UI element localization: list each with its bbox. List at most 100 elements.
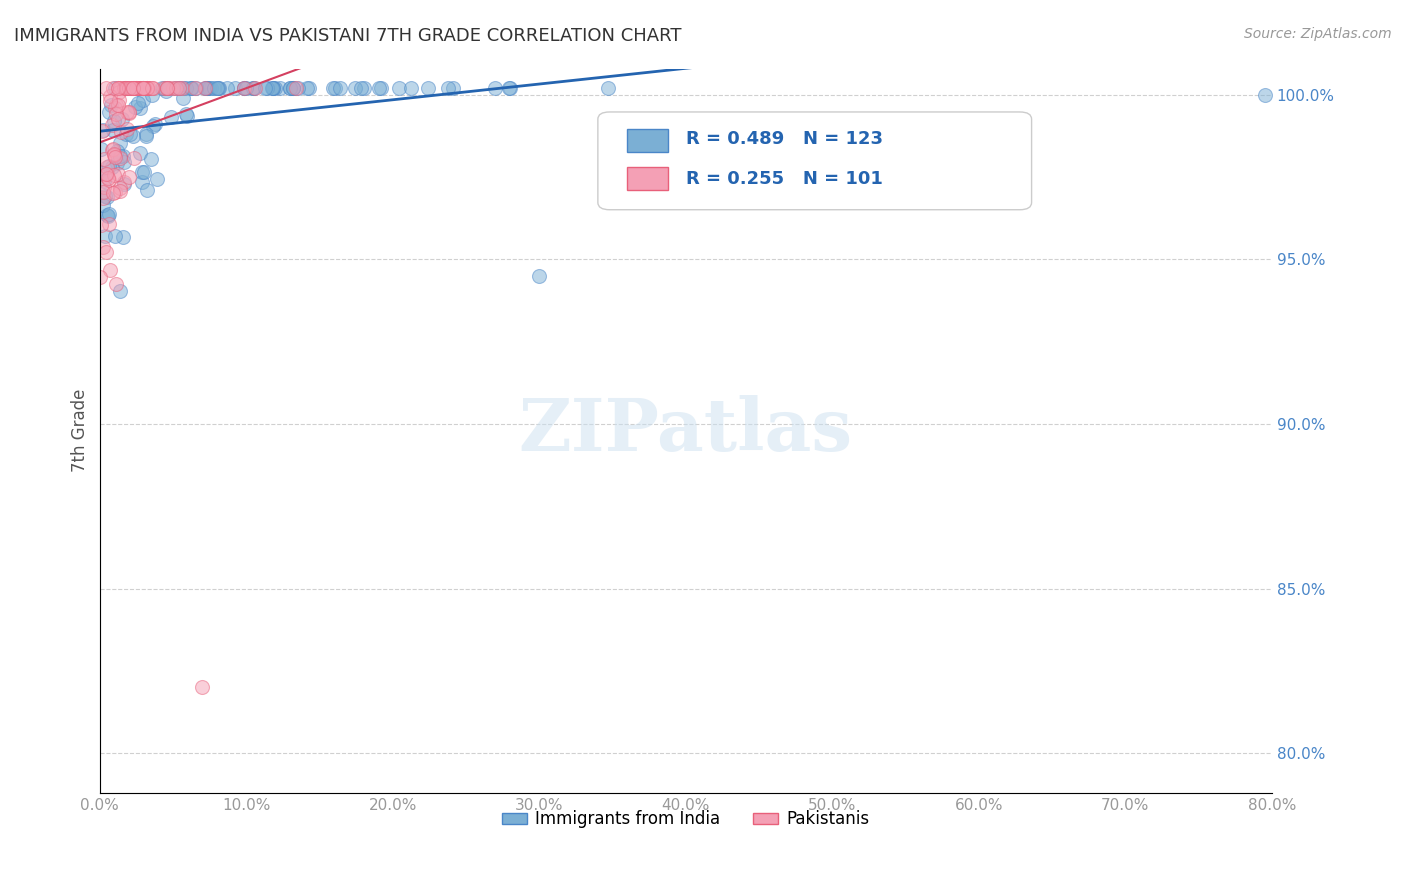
Pakistanis xyxy=(101,186,124,200)
Pakistanis xyxy=(104,150,127,164)
Immigrants from India xyxy=(132,94,155,108)
Immigrants from India xyxy=(399,81,422,95)
Immigrants from India xyxy=(101,123,124,137)
Immigrants from India xyxy=(128,81,150,95)
Pakistanis xyxy=(162,81,184,95)
Immigrants from India xyxy=(105,155,128,169)
Pakistanis xyxy=(243,81,266,95)
Immigrants from India xyxy=(150,81,173,95)
Immigrants from India xyxy=(108,136,131,150)
Pakistanis xyxy=(124,81,146,95)
Immigrants from India xyxy=(529,268,551,283)
Immigrants from India xyxy=(283,81,305,95)
Pakistanis xyxy=(110,181,132,195)
Immigrants from India xyxy=(200,81,222,95)
Pakistanis xyxy=(98,89,121,103)
Immigrants from India xyxy=(98,207,121,221)
Text: R = 0.489   N = 123: R = 0.489 N = 123 xyxy=(686,130,883,148)
Immigrants from India xyxy=(253,81,276,95)
Pakistanis xyxy=(96,167,118,181)
Immigrants from India xyxy=(114,81,136,95)
Pakistanis xyxy=(104,277,127,291)
Pakistanis xyxy=(135,81,157,95)
Immigrants from India xyxy=(207,81,229,95)
Pakistanis xyxy=(118,106,141,120)
Immigrants from India xyxy=(215,81,238,95)
Immigrants from India xyxy=(172,91,194,105)
Immigrants from India xyxy=(100,97,122,112)
Immigrants from India xyxy=(186,81,208,95)
Immigrants from India xyxy=(280,81,302,95)
Immigrants from India xyxy=(112,148,135,162)
Immigrants from India xyxy=(156,81,179,95)
Text: Source: ZipAtlas.com: Source: ZipAtlas.com xyxy=(1244,27,1392,41)
Pakistanis xyxy=(97,171,120,186)
Immigrants from India xyxy=(278,81,301,95)
Pakistanis xyxy=(91,191,114,205)
Immigrants from India xyxy=(141,87,163,102)
Pakistanis xyxy=(135,81,157,95)
Immigrants from India xyxy=(91,198,114,212)
Immigrants from India xyxy=(110,149,132,163)
Pakistanis xyxy=(89,270,111,285)
Pakistanis xyxy=(121,81,143,95)
Pakistanis xyxy=(152,81,174,95)
Immigrants from India xyxy=(93,174,115,188)
Immigrants from India xyxy=(176,109,198,123)
Pakistanis xyxy=(117,105,139,120)
Pakistanis xyxy=(125,81,148,95)
Pakistanis xyxy=(129,81,152,95)
Immigrants from India xyxy=(195,81,218,95)
Immigrants from India xyxy=(269,81,291,95)
Pakistanis xyxy=(131,81,153,95)
Pakistanis xyxy=(110,151,132,165)
Pakistanis xyxy=(108,85,131,99)
Pakistanis xyxy=(112,175,135,189)
Pakistanis xyxy=(132,81,155,95)
Pakistanis xyxy=(129,81,152,95)
Immigrants from India xyxy=(441,81,464,95)
Immigrants from India xyxy=(207,81,229,95)
Pakistanis xyxy=(104,107,127,121)
Immigrants from India xyxy=(242,81,264,95)
Immigrants from India xyxy=(114,81,136,95)
Pakistanis xyxy=(132,81,155,95)
Pakistanis xyxy=(191,681,214,695)
Immigrants from India xyxy=(104,81,127,95)
Pakistanis xyxy=(91,240,114,254)
Pakistanis xyxy=(107,98,129,112)
Pakistanis xyxy=(141,81,163,95)
Immigrants from India xyxy=(155,84,177,98)
Pakistanis xyxy=(96,161,118,175)
Immigrants from India xyxy=(169,81,191,95)
Immigrants from India xyxy=(281,81,304,95)
Pakistanis xyxy=(101,81,124,95)
Immigrants from India xyxy=(174,107,197,121)
Pakistanis xyxy=(107,81,129,95)
Pakistanis xyxy=(156,81,179,95)
Pakistanis xyxy=(124,81,146,95)
Immigrants from India xyxy=(235,81,257,95)
Pakistanis xyxy=(103,142,125,156)
Pakistanis xyxy=(98,263,121,277)
FancyBboxPatch shape xyxy=(627,167,668,190)
Pakistanis xyxy=(103,147,125,161)
Immigrants from India xyxy=(418,81,440,95)
Pakistanis xyxy=(101,119,124,133)
Pakistanis xyxy=(120,81,142,95)
Pakistanis xyxy=(233,81,256,95)
Immigrants from India xyxy=(169,81,191,95)
Immigrants from India xyxy=(135,128,157,143)
Pakistanis xyxy=(112,81,135,95)
Immigrants from India xyxy=(207,81,229,95)
Immigrants from India xyxy=(131,165,153,179)
Pakistanis xyxy=(94,81,117,95)
Immigrants from India xyxy=(287,81,309,95)
Pakistanis xyxy=(101,143,124,157)
Immigrants from India xyxy=(163,81,186,95)
Immigrants from India xyxy=(596,81,619,95)
Pakistanis xyxy=(121,81,143,95)
Immigrants from India xyxy=(325,81,347,95)
Pakistanis xyxy=(125,81,148,95)
Y-axis label: 7th Grade: 7th Grade xyxy=(72,389,89,472)
